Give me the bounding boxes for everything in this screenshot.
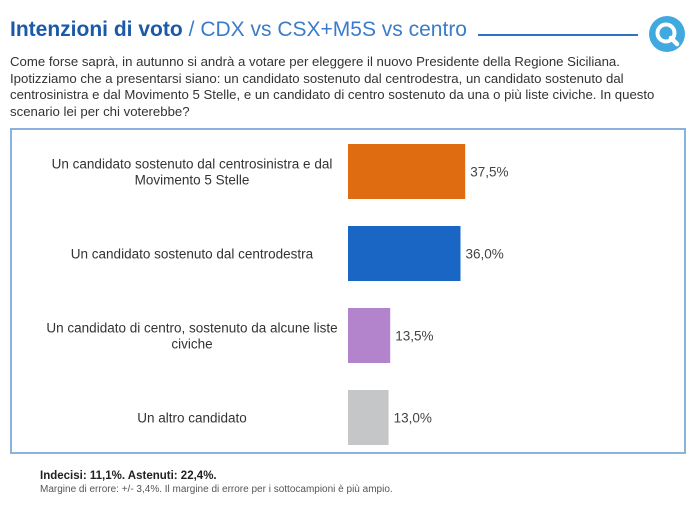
category-label-line: Un altro candidato [137, 411, 247, 426]
category-label-3: Un candidato di centro, sostenuto da alc… [46, 321, 337, 352]
value-label-4: 13,0% [394, 411, 432, 426]
chart-subtitle: / CDX vs CSX+M5S vs centro [188, 18, 467, 41]
category-label-2: Un candidato sostenuto dal centrodestra [71, 247, 314, 262]
value-label-1: 37,5% [470, 165, 508, 180]
footer: Indecisi: 11,1%. Astenuti: 22,4%. Margin… [40, 470, 680, 495]
bar-1 [348, 144, 466, 199]
undecided-abstain-note: Indecisi: 11,1%. Astenuti: 22,4%. [40, 470, 217, 482]
value-label-3: 13,5% [395, 329, 433, 344]
category-label-line: Un candidato sostenuto dal centrosinistr… [52, 157, 333, 172]
category-label-line: Un candidato di centro, sostenuto da alc… [46, 321, 337, 336]
chart-title: Intenzioni di voto [10, 18, 183, 41]
header: Intenzioni di voto / CDX vs CSX+M5S vs c… [10, 18, 467, 48]
bar-2 [348, 226, 461, 281]
survey-question: Come forse saprà, in autunno si andrà a … [10, 54, 655, 119]
value-label-2: 36,0% [466, 247, 504, 262]
bar-3 [348, 308, 391, 363]
category-label-line: Movimento 5 Stelle [135, 173, 250, 188]
category-label-line: civiche [171, 337, 212, 352]
chart-area: 37,5% Un candidato sostenuto dal centrosi… [10, 128, 686, 454]
bar-chart: 37,5% Un candidato sostenuto dal centrosi… [46, 144, 508, 445]
margin-of-error-note: Margine di errore: +/- 3,4%. Il margine … [40, 484, 393, 495]
category-label-line: Un candidato sostenuto dal centrodestra [71, 247, 314, 262]
quorum-q-logo-icon [649, 16, 685, 52]
category-label-1: Un candidato sostenuto dal centrosinistr… [52, 157, 333, 188]
category-label-4: Un altro candidato [137, 411, 247, 426]
title-rule [478, 34, 638, 36]
bar-4 [348, 390, 389, 445]
